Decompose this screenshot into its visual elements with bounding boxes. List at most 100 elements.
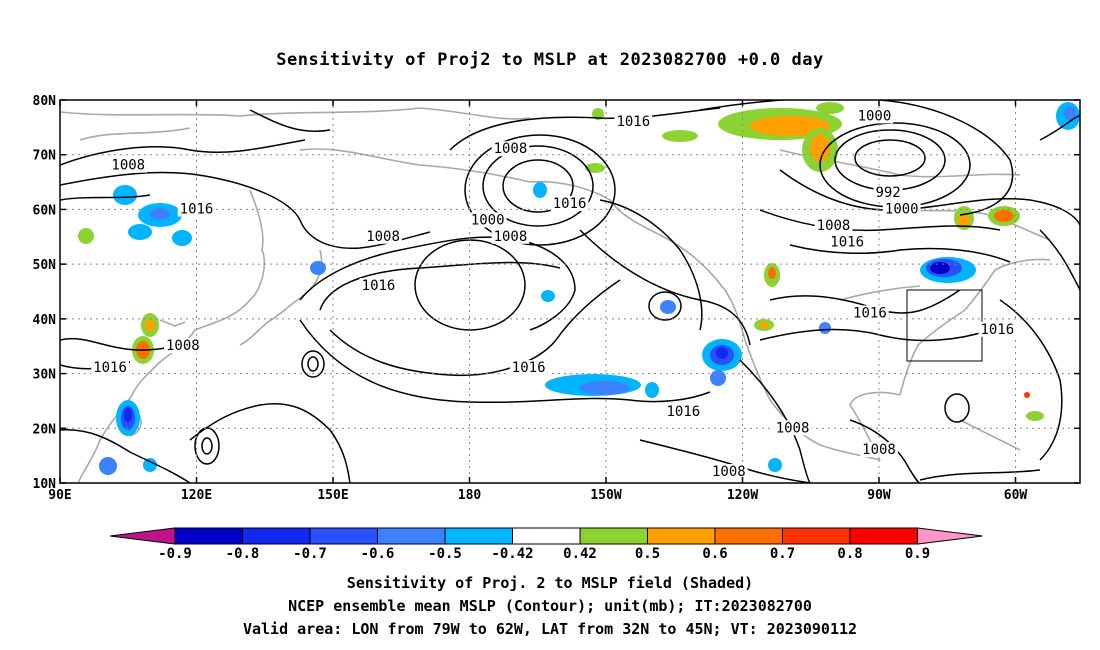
colorbar-box: [714, 527, 783, 545]
mslp-contours: [60, 100, 1080, 483]
sensitivity-shading: [78, 102, 1080, 475]
contour-label: 1008: [111, 158, 145, 174]
plot-frame: [59, 99, 1081, 484]
contour-label: 1016: [93, 360, 127, 376]
colorbar-box: [444, 527, 513, 545]
x-tick-label: 90E: [48, 488, 71, 503]
x-tick-label: 120W: [727, 488, 758, 503]
contour-label: 1016: [362, 278, 396, 294]
y-tick-label: 40N: [33, 313, 57, 328]
colorbar-label: -0.7: [293, 546, 327, 562]
colorbar-high-triangle: [917, 527, 983, 545]
contour-label-bg: [710, 464, 748, 480]
colorbar-low-triangle: [109, 527, 176, 545]
contour-label-bg: [359, 278, 398, 294]
contour-label-bg: [855, 108, 894, 124]
contour-label-bg: [109, 157, 148, 173]
colorbar-box: [377, 527, 446, 545]
contour-label: 1000: [885, 201, 919, 217]
contour-label: 1008: [166, 338, 200, 354]
colorbar-box: [647, 527, 716, 545]
contour-label: 1016: [666, 404, 700, 420]
contour-label: 1016: [980, 322, 1014, 338]
colorbar-box: [849, 527, 918, 545]
contour-label-bg: [664, 403, 703, 419]
contour-label-bg: [491, 141, 530, 157]
valid-area-box: [906, 289, 983, 362]
x-tick-label: 150E: [317, 488, 348, 503]
contour-label: 1016: [616, 114, 650, 130]
contour-label-bg: [550, 195, 589, 211]
colorbar-label: 0.7: [770, 546, 795, 562]
colorbar-label: -0.8: [226, 546, 260, 562]
contour-label: 1008: [817, 218, 851, 234]
y-tick-label: 60N: [33, 203, 57, 218]
contour-label-bg: [164, 338, 202, 354]
caption-line-2: NCEP ensemble mean MSLP (Contour); unit(…: [288, 597, 812, 615]
colorbar-label: -0.5: [428, 546, 462, 562]
colorbar: -0.9 -0.8 -0.7 -0.6 -0.5 -0.42 0.42 0.5 0.6 0.7 0.…: [109, 527, 983, 562]
y-tick-label: 70N: [33, 149, 57, 164]
colorbar-label: 0.8: [837, 546, 862, 562]
y-tick-label: 80N: [33, 94, 57, 109]
contour-label-bg: [491, 228, 530, 244]
caption-line-3: Valid area: LON from 79W to 62W, LAT fro…: [242, 620, 858, 638]
contour-label: 1016: [553, 196, 587, 212]
x-tick-label: 150W: [590, 488, 621, 503]
chart-title: Sensitivity of Proj2 to MSLP at 20230827…: [276, 50, 824, 70]
x-tick-label: 60W: [1004, 488, 1028, 503]
contour-label-bg: [828, 234, 866, 250]
contour-label-bg: [873, 185, 903, 201]
caption-line-1: Sensitivity of Proj. 2 to MSLP field (Sh…: [346, 574, 754, 592]
y-tick-label: 30N: [33, 368, 57, 383]
colorbar-label: 0.5: [635, 546, 660, 562]
y-axis: 80N 70N 60N 50N 40N 30N 20N 10N: [33, 94, 1080, 492]
x-tick-label: 180: [458, 488, 482, 503]
colorbar-box: [782, 527, 851, 545]
colorbar-box: [579, 527, 648, 545]
contour-label-bg: [978, 321, 1017, 337]
x-axis: 90E 120E 150E 180 150W 120W 90W 60W: [48, 100, 1027, 503]
colorbar-box: [512, 527, 581, 545]
contour-label-bg: [468, 212, 507, 228]
contour-label: 1000: [471, 212, 505, 228]
contour-label-bg: [177, 201, 216, 217]
x-tick-label: 120E: [181, 488, 212, 503]
colorbar-label: -0.6: [361, 546, 395, 562]
colorbar-box: [174, 527, 243, 545]
contour-label-bg: [851, 305, 889, 321]
contour-label: 1008: [494, 229, 528, 245]
contour-label-bg: [814, 217, 853, 233]
colorbar-label: 0.42: [563, 546, 597, 562]
colorbar-label: -0.9: [158, 546, 192, 562]
contour-label-bg: [364, 228, 402, 244]
contour-label: 1016: [830, 234, 864, 250]
y-tick-label: 10N: [33, 477, 57, 492]
contour-label: 1008: [366, 229, 400, 245]
contour-label: 1016: [512, 360, 546, 376]
contour-label: 1000: [858, 108, 892, 124]
contour-label-bg: [509, 360, 548, 376]
y-tick-label: 50N: [33, 258, 57, 273]
contour-label-bg: [773, 420, 812, 436]
colorbar-box: [242, 527, 311, 545]
contour-label: 1008: [776, 420, 810, 436]
contour-label: 1008: [494, 141, 528, 157]
contour-label: 992: [875, 185, 900, 201]
contour-label: 1008: [862, 442, 896, 458]
contour-label-bg: [882, 201, 921, 217]
x-tick-label: 90W: [867, 488, 891, 503]
contour-label: 1008: [712, 464, 746, 480]
colorbar-box: [309, 527, 378, 545]
colorbar-label: -0.42: [491, 546, 533, 562]
grid-lines: [60, 100, 1080, 483]
y-tick-label: 20N: [33, 422, 57, 437]
contour-label: 1016: [180, 201, 214, 217]
contour-label: 1016: [853, 305, 887, 321]
contour-label-bg: [91, 360, 129, 376]
contour-label-bg: [860, 442, 898, 458]
colorbar-label: 0.9: [905, 546, 930, 562]
contour-label-bg: [614, 113, 653, 129]
